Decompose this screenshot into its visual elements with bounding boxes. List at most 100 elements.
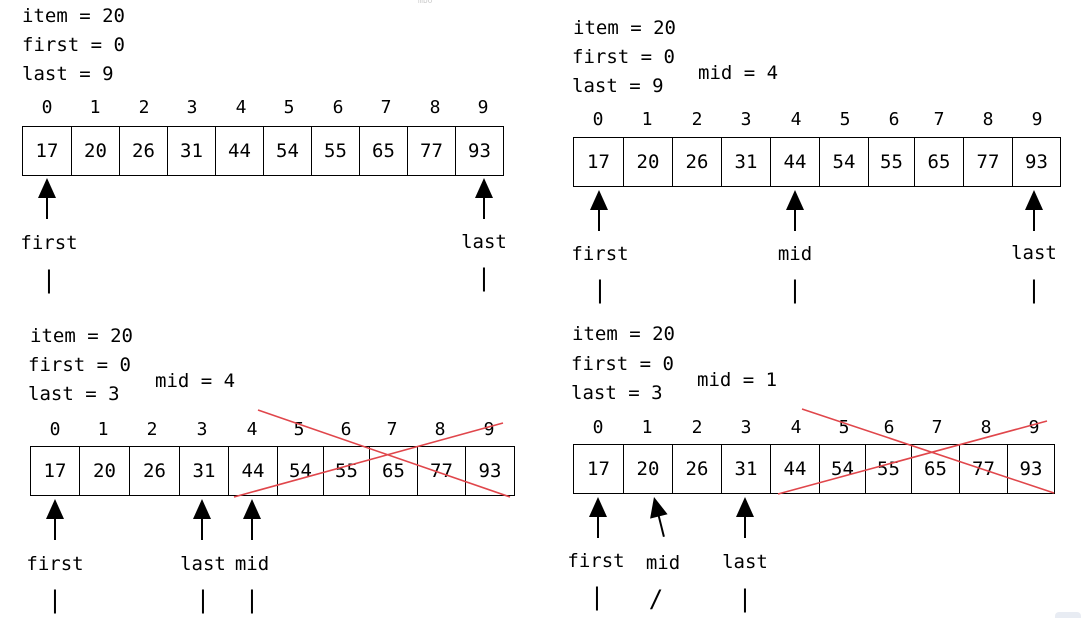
array-cell: 55	[865, 445, 911, 493]
var-last: last = 9	[572, 75, 664, 97]
var-mid: mid = 1	[697, 369, 778, 391]
faint-header-text: mbo	[418, 0, 433, 5]
var-first: first = 0	[28, 354, 131, 376]
index-label: 8	[429, 97, 441, 118]
scrollbar[interactable]	[1055, 612, 1081, 618]
index-label: 9	[483, 419, 495, 440]
index-label: 7	[380, 97, 392, 118]
array-cell: 26	[672, 445, 721, 493]
array-cell: 44	[770, 138, 819, 186]
var-last: last = 3	[571, 382, 663, 404]
index-label: 6	[888, 109, 900, 130]
array-cells: 17 20 26 31 44 54 55 65 77 93	[30, 446, 515, 496]
pointer-tick-first: |	[47, 586, 63, 614]
array-cell: 20	[71, 127, 119, 175]
pointer-tick-mid: /	[648, 585, 664, 613]
array-cell: 20	[623, 445, 672, 493]
array-cells: 17 20 26 31 44 54 55 65 77 93	[22, 126, 504, 176]
array-cell: 44	[228, 447, 277, 495]
index-label: 1	[641, 109, 653, 130]
index-label: 2	[691, 109, 703, 130]
index-label: 7	[931, 417, 943, 438]
index-label: 5	[838, 417, 850, 438]
var-item: item = 20	[22, 5, 125, 27]
array-cell: 31	[721, 138, 770, 186]
pointer-label-last: last	[180, 553, 226, 575]
index-label: 1	[641, 417, 653, 438]
var-mid: mid = 4	[698, 62, 779, 84]
array-cell: 31	[721, 445, 770, 493]
pointer-tick-first: |	[592, 276, 608, 304]
pointer-tick-last: |	[737, 585, 753, 613]
array-cell: 26	[129, 447, 179, 495]
array-cell: 77	[407, 127, 455, 175]
var-first: first = 0	[572, 46, 675, 68]
array-cell: 20	[79, 447, 129, 495]
index-label: 7	[933, 109, 945, 130]
array-cell: 44	[770, 445, 819, 493]
var-last: last = 3	[28, 383, 120, 405]
index-label: 5	[293, 419, 305, 440]
index-label: 8	[980, 417, 992, 438]
pointer-tick-last: |	[476, 264, 492, 292]
array-cell: 93	[455, 127, 503, 175]
index-label: 4	[246, 419, 258, 440]
panel-narrowed: item = 20 first = 0 last = 3 mid = 4 0 1…	[0, 309, 540, 618]
index-label: 6	[332, 97, 344, 118]
array-cell: 54	[819, 445, 865, 493]
array-cell: 55	[311, 127, 359, 175]
panel-mid-4: item = 20 first = 0 last = 9 mid = 4 0 1…	[540, 0, 1080, 309]
array-cell: 17	[35, 140, 59, 162]
pointer-label-last: last	[722, 551, 768, 573]
index-label: 4	[790, 109, 802, 130]
index-label: 6	[340, 419, 352, 440]
index-label: 2	[691, 417, 703, 438]
array-cells: 17 20 26 31 44 54 55 65 77 93	[573, 137, 1061, 187]
panel-mid-1: item = 20 first = 0 last = 3 mid = 1 0 1…	[540, 309, 1080, 618]
array-cell: 65	[369, 447, 417, 495]
index-label: 8	[434, 419, 446, 440]
array-cell: 44	[215, 127, 263, 175]
array-cell: 65	[911, 445, 959, 493]
pointer-label-first: first	[571, 243, 629, 265]
pointer-label-first: first	[20, 232, 78, 254]
array-cell: 17	[43, 460, 67, 482]
index-label: 3	[186, 97, 198, 118]
index-label: 9	[1028, 417, 1040, 438]
array-cell: 54	[819, 138, 868, 186]
index-label: 0	[41, 97, 53, 118]
pointer-label-first: first	[26, 553, 84, 575]
pointer-tick-mid: |	[787, 276, 803, 304]
index-label: 9	[1031, 109, 1043, 130]
pointer-label-first: first	[567, 550, 625, 572]
index-label: 2	[146, 419, 158, 440]
pointer-label-last: last	[1011, 242, 1057, 264]
array-cell: 55	[868, 138, 914, 186]
array-cell: 93	[465, 447, 514, 495]
array-cell: 93	[1012, 138, 1060, 186]
var-last: last = 9	[22, 63, 114, 85]
index-label: 7	[386, 419, 398, 440]
index-label: 1	[89, 97, 101, 118]
array-cell: 65	[359, 127, 407, 175]
pointer-tick-last: |	[195, 586, 211, 614]
array-cell: 26	[119, 127, 167, 175]
index-label: 8	[982, 109, 994, 130]
index-label: 3	[196, 419, 208, 440]
array-cell: 77	[417, 447, 465, 495]
var-first: first = 0	[571, 353, 674, 375]
index-label: 5	[283, 97, 295, 118]
index-label: 5	[839, 109, 851, 130]
array-cell: 54	[263, 127, 311, 175]
panel-initial: item = 20 first = 0 last = 9 0 1 2 3 4 5…	[0, 0, 540, 309]
index-label: 4	[790, 417, 802, 438]
pointer-tick-first: |	[41, 266, 57, 294]
array-cell: 26	[672, 138, 721, 186]
array-cell: 17	[587, 458, 610, 480]
index-label: 2	[138, 97, 150, 118]
array-cell: 17	[587, 151, 610, 173]
var-item: item = 20	[572, 323, 675, 345]
pointer-tick-first: |	[589, 583, 605, 611]
index-label: 9	[477, 97, 489, 118]
var-item: item = 20	[573, 17, 676, 39]
